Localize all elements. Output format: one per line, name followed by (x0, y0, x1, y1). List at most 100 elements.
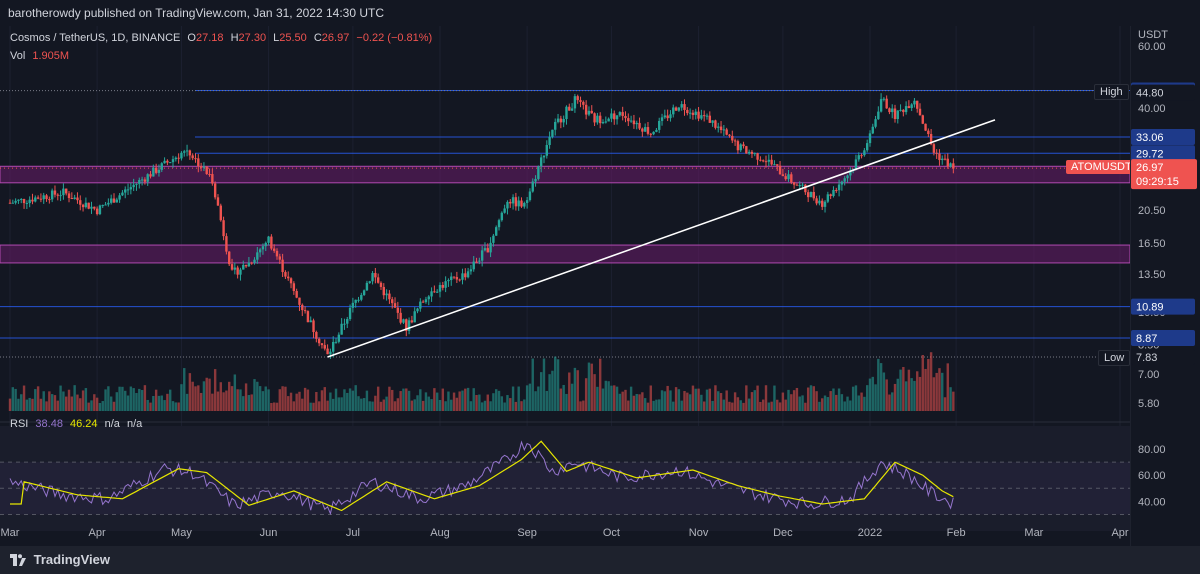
candle-body (846, 175, 849, 179)
candle-body (927, 130, 930, 134)
candle-body (641, 128, 644, 132)
volume-bar (303, 387, 307, 411)
candle-body (809, 191, 813, 198)
candle-body (126, 189, 130, 191)
candle-body (590, 110, 593, 114)
candle-body (256, 252, 259, 260)
volume-bar (115, 392, 118, 411)
volume-bar (517, 386, 520, 411)
candle-body (405, 319, 408, 331)
candle-body (750, 151, 754, 155)
candle-body (98, 205, 102, 215)
candle-body (877, 111, 880, 120)
volume-bar (447, 391, 450, 411)
candle-body (253, 259, 256, 263)
candle-body (388, 293, 391, 300)
volume-bar (921, 355, 924, 411)
candle-body (275, 250, 279, 257)
volume-bar (672, 401, 675, 411)
volume-bar (946, 363, 949, 411)
candle-body (357, 299, 360, 301)
level-price-tag-bg (1131, 145, 1195, 162)
candle-body (551, 129, 554, 137)
candle-body (896, 110, 899, 119)
candle-body (39, 198, 43, 200)
candle-body (109, 198, 113, 203)
volume-bar (410, 400, 414, 411)
volume-bar (222, 392, 225, 411)
time-axis-label: Apr (1111, 527, 1128, 539)
candle-body (284, 272, 287, 277)
volume-bar (438, 399, 442, 411)
candle-body (115, 199, 118, 203)
candle-body (469, 269, 473, 272)
volume-bar (45, 401, 48, 411)
volume-bar (157, 395, 161, 411)
candle-body (385, 293, 388, 296)
candle-body (244, 264, 248, 267)
volume-bar (138, 388, 141, 411)
volume-bar (722, 399, 726, 411)
candle-body (247, 262, 251, 267)
volume-bar (598, 358, 602, 411)
volume-bar (551, 370, 554, 411)
chart-svg[interactable]: Mar Apr May Jun Jul Aug Sep Oct Nov Dec 2022 Feb Mar… (0, 26, 1131, 546)
candle-body (806, 192, 810, 198)
candle-body (731, 135, 734, 141)
volume-bar (548, 374, 551, 411)
volume-bar (624, 389, 627, 411)
volume-bar (208, 378, 211, 411)
candle-body (101, 205, 104, 207)
level-price-tag-bg (1131, 298, 1195, 315)
price-axis-svg[interactable]: 5.807.008.5010.5013.5016.5020.5025.0030.… (1129, 26, 1200, 546)
candle-body (658, 120, 661, 130)
candle-body (28, 199, 31, 204)
chart-area[interactable]: Mar Apr May Jun Jul Aug Sep Oct Nov Dec 2022 Feb Mar… (0, 26, 1137, 546)
volume-bar (778, 402, 782, 411)
candle-body (601, 122, 605, 124)
rsi-tick: 80.00 (1138, 444, 1166, 456)
candle-body (722, 129, 726, 131)
high-price-value-bg (1131, 84, 1195, 101)
volume-bar (893, 383, 897, 411)
candle-body (79, 200, 82, 205)
price-axis[interactable]: 5.807.008.5010.5013.5016.5020.5025.0030.… (1129, 26, 1200, 546)
candle-body (573, 96, 577, 109)
candle-body (14, 200, 17, 203)
volume-bar (846, 396, 849, 411)
volume-bar (714, 385, 717, 411)
volume-bar (348, 388, 352, 411)
candle-body (368, 281, 371, 283)
candle-body (489, 242, 492, 253)
volume-bar (739, 400, 742, 411)
candle-body (646, 127, 650, 134)
volume-bar (818, 401, 821, 411)
volume-bar (455, 397, 459, 411)
volume-bar (264, 386, 267, 411)
volume-bar (233, 374, 237, 411)
candle-body (427, 296, 430, 300)
candle-body (762, 160, 765, 162)
volume-bar (943, 397, 947, 411)
candle-body (756, 153, 759, 160)
time-axis-label: Dec (773, 527, 793, 539)
volume-bar (478, 394, 481, 411)
volume-bar (121, 386, 124, 411)
volume-bar (688, 394, 692, 411)
volume-bar (171, 401, 175, 411)
volume-bar (804, 402, 807, 411)
close-label: C (313, 32, 322, 44)
volume-bar (332, 398, 335, 411)
volume-bar (250, 394, 253, 411)
level-price-tag-bg (1131, 129, 1195, 146)
candle-body (466, 271, 470, 278)
volume-bar (149, 402, 152, 411)
candle-body (146, 174, 149, 182)
volume-bar (823, 395, 827, 411)
candle-body (837, 184, 841, 191)
volume-bar (509, 398, 512, 411)
candle-body (270, 236, 273, 249)
tradingview-logo[interactable]: TradingView (10, 552, 110, 567)
volume-bar (545, 390, 548, 411)
volume-bar (466, 387, 470, 411)
